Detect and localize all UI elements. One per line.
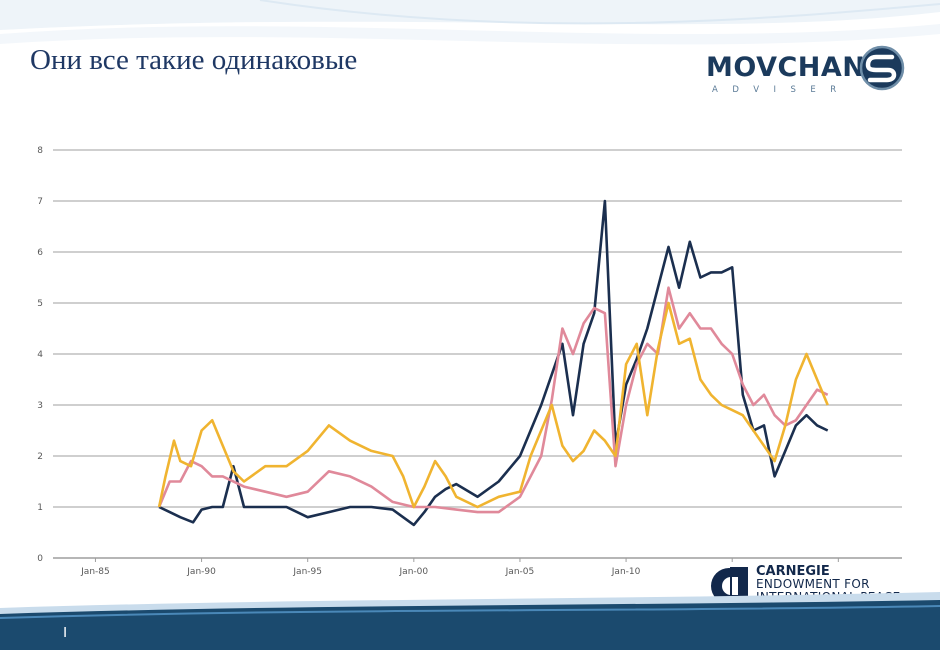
x-tick-label: Jan-85 bbox=[80, 567, 110, 577]
carnegie-c-icon bbox=[711, 567, 748, 605]
header-swoosh-decoration bbox=[0, 0, 940, 45]
footer-band-decoration bbox=[0, 592, 940, 650]
y-tick-label: 5 bbox=[37, 299, 43, 309]
y-tick-label: 8 bbox=[37, 146, 43, 156]
x-tick-label: Jan-00 bbox=[399, 567, 429, 577]
series-line-2 bbox=[157, 286, 829, 514]
logo-subtitle: ADVISER bbox=[712, 85, 851, 95]
x-tick-label: Jan-95 bbox=[292, 567, 322, 577]
series-line-3 bbox=[157, 301, 829, 509]
logo-wordmark: MOVCHAN bbox=[706, 52, 865, 83]
y-tick-label: 7 bbox=[37, 197, 43, 207]
page-number: I bbox=[63, 624, 68, 641]
y-tick-label: 2 bbox=[37, 452, 43, 462]
movchan-logo: MOVCHAN ADVISER bbox=[706, 45, 905, 95]
carnegie-line-1: CARNEGIE bbox=[756, 564, 830, 579]
y-tick-label: 0 bbox=[37, 554, 43, 564]
slide-title: Они все такие одинаковые bbox=[30, 44, 358, 76]
series-line-1 bbox=[158, 199, 829, 527]
s-emblem-icon bbox=[859, 45, 905, 91]
y-tick-label: 1 bbox=[37, 503, 43, 513]
y-tick-label: 4 bbox=[37, 350, 43, 360]
line-chart: 0 1 2 3 4 5 6 7 8 Jan-85 Jan-90 Jan-95 Jan-00 Jan-05 J… bbox=[37, 146, 902, 577]
x-tick-label: Jan-05 bbox=[505, 567, 535, 577]
y-tick-label: 3 bbox=[37, 401, 43, 411]
y-tick-label: 6 bbox=[37, 248, 43, 258]
x-tick-label: Jan-10 bbox=[611, 567, 641, 577]
carnegie-line-2: ENDOWMENT FOR bbox=[756, 577, 870, 591]
x-tick-label: Jan-90 bbox=[186, 567, 216, 577]
